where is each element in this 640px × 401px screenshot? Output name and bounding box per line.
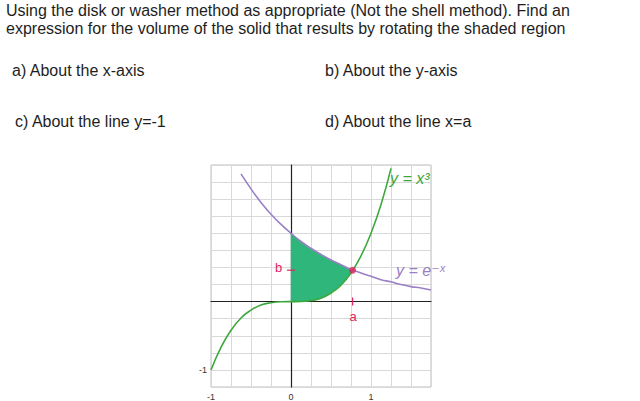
html-text:d) About the line x=a: d) About the line x=a	[325, 113, 472, 130]
svg-text:-1: -1	[207, 392, 215, 401]
svg-text:a: a	[350, 309, 358, 324]
svg-text:1: 1	[368, 392, 373, 401]
svg-text:y = e⁻ˣ: y = e⁻ˣ	[395, 262, 447, 279]
svg-text:-1: -1	[199, 365, 207, 375]
html-text:Using the disk or washer metho: Using the disk or washer method as appro…	[6, 2, 570, 19]
svg-text:0: 0	[288, 392, 293, 401]
html-text:b) About the y-axis: b) About the y-axis	[325, 62, 458, 79]
svg-text:y = x³: y = x³	[389, 170, 430, 187]
html-text:c) About the line y=-1: c) About the line y=-1	[15, 113, 166, 130]
html-text:a) About the x-axis: a) About the x-axis	[12, 62, 145, 79]
html-text:expression for the volume of t: expression for the volume of the solid t…	[6, 20, 566, 37]
svg-text:b: b	[275, 260, 282, 275]
